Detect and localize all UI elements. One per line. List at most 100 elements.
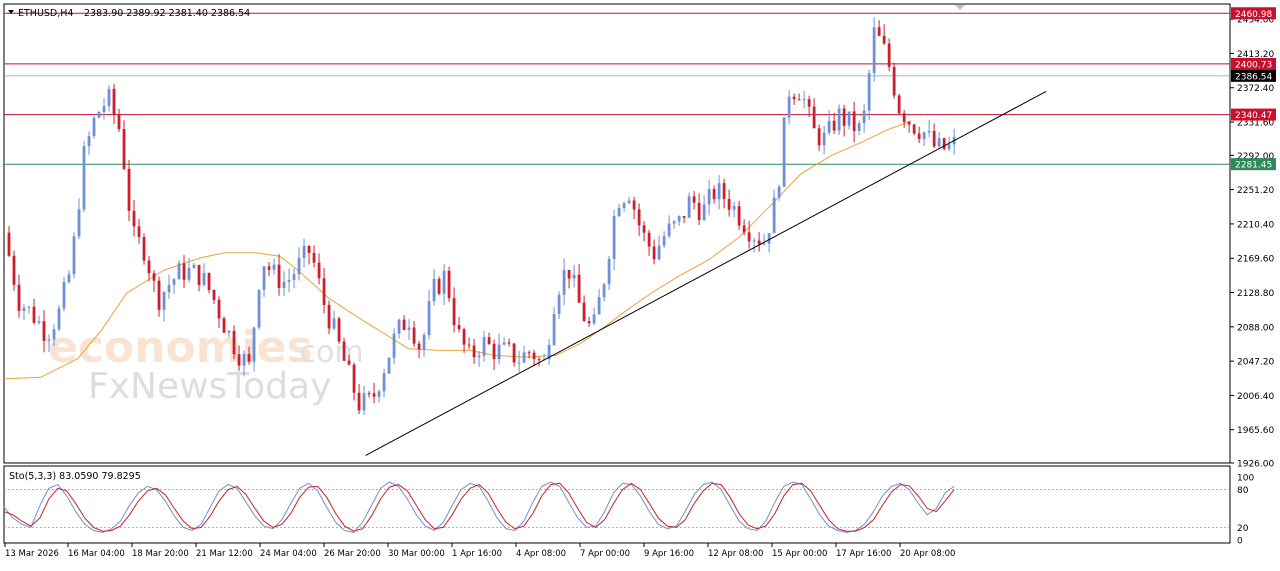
chart-menu-arrow-icon[interactable] [8, 10, 14, 14]
candle-body [27, 306, 31, 308]
candle-body [177, 263, 181, 280]
candle-body [102, 106, 106, 113]
candle-body [377, 391, 381, 397]
candle-body [632, 200, 636, 210]
candle-body [642, 225, 646, 233]
price-tick-label: 2047.20 [1237, 358, 1274, 368]
candle-body [277, 264, 281, 288]
price-tick-label: 2128.80 [1237, 289, 1274, 299]
candle-body [122, 129, 126, 169]
candle-body [387, 357, 391, 374]
candle-body [392, 333, 396, 358]
candle-body [167, 284, 171, 293]
candle-body [532, 352, 536, 360]
watermark-line2: FxNewsToday [88, 366, 331, 407]
candle-body [127, 168, 131, 211]
candle-body [887, 43, 891, 67]
candle-body [747, 232, 751, 242]
candle-body [677, 216, 681, 222]
candle-body [282, 281, 286, 288]
stochastic-tick-label: 80 [1237, 486, 1249, 496]
candle-body [812, 106, 816, 129]
main-plot-frame [3, 3, 1231, 464]
candle-body [882, 35, 886, 44]
watermark: economies .com FxNewsToday [48, 322, 364, 407]
candle-body [767, 233, 771, 244]
price-tick-label: 1965.60 [1237, 426, 1274, 436]
resistance-level-label: 2460.98 [1235, 10, 1272, 20]
stochastic-axis: 100 80 20 0 [1237, 474, 1254, 547]
candle-body [867, 73, 871, 111]
candle-body [427, 301, 431, 336]
candle-body [267, 266, 271, 270]
time-tick-label: 21 Mar 12:00 [196, 549, 253, 559]
candle-body [832, 120, 836, 131]
candle-body [597, 297, 601, 315]
candle-body [402, 319, 406, 330]
candle-body [437, 278, 441, 294]
candle-body [737, 206, 741, 226]
candle-body [192, 264, 196, 269]
candle-body [227, 330, 231, 333]
candle-body [382, 373, 386, 392]
candle-body [487, 337, 491, 344]
candle-body [922, 132, 926, 140]
resistance-level-badge [1231, 57, 1276, 70]
candle-body [47, 339, 51, 341]
candle-body [442, 270, 446, 294]
candle-body [547, 344, 551, 360]
candle-body [337, 318, 341, 342]
candle-body [877, 27, 881, 36]
candle-body [67, 274, 71, 283]
candle-body [12, 255, 16, 285]
time-tick-label: 9 Apr 16:00 [644, 549, 694, 559]
time-tick-label: 16 Mar 04:00 [68, 549, 125, 559]
current-price-label: 2386.54 [1235, 72, 1272, 82]
candle-body [357, 392, 361, 411]
candle-body [837, 108, 841, 131]
candle-body [817, 128, 821, 146]
candle-body [727, 198, 731, 210]
candle-body [602, 284, 606, 298]
moving-average [3, 120, 912, 380]
candle-body [62, 282, 66, 309]
time-tick-label: 17 Apr 16:00 [836, 549, 891, 559]
candle-body [242, 354, 246, 366]
candle-body [32, 306, 36, 323]
time-tick-label: 4 Apr 08:00 [516, 549, 566, 559]
candle-body [667, 223, 671, 237]
candle-body [332, 318, 336, 329]
candle-body [872, 27, 876, 74]
candle-body [232, 330, 236, 355]
candle-body [927, 130, 931, 133]
candle-body [37, 321, 41, 323]
candle-body [157, 280, 161, 310]
candle-body [472, 345, 476, 358]
price-tick-label: 2006.40 [1237, 392, 1274, 402]
candle-body [197, 264, 201, 285]
candle-body [432, 278, 436, 302]
candle-body [692, 196, 696, 203]
candle-body [707, 189, 711, 205]
candle-body [117, 114, 121, 130]
candle-body [647, 232, 651, 247]
candle-body [327, 304, 331, 329]
candle-body [417, 343, 421, 350]
candle-body [722, 183, 726, 199]
scroll-marker-icon[interactable] [955, 5, 965, 10]
candle-body [482, 337, 486, 356]
candle-body [622, 203, 626, 208]
candle-body [492, 343, 496, 360]
candle-body [497, 344, 501, 360]
candle-body [902, 113, 906, 123]
candle-body [132, 210, 136, 227]
price-tick-label: 1926.00 [1237, 460, 1274, 470]
time-tick-label: 18 Mar 20:00 [132, 549, 189, 559]
candle-body [742, 225, 746, 233]
candle-body [422, 335, 426, 350]
candle-body [792, 96, 796, 100]
time-tick-label: 20 Apr 08:00 [900, 549, 955, 559]
candle-body [107, 88, 111, 107]
candle-body [612, 216, 616, 259]
